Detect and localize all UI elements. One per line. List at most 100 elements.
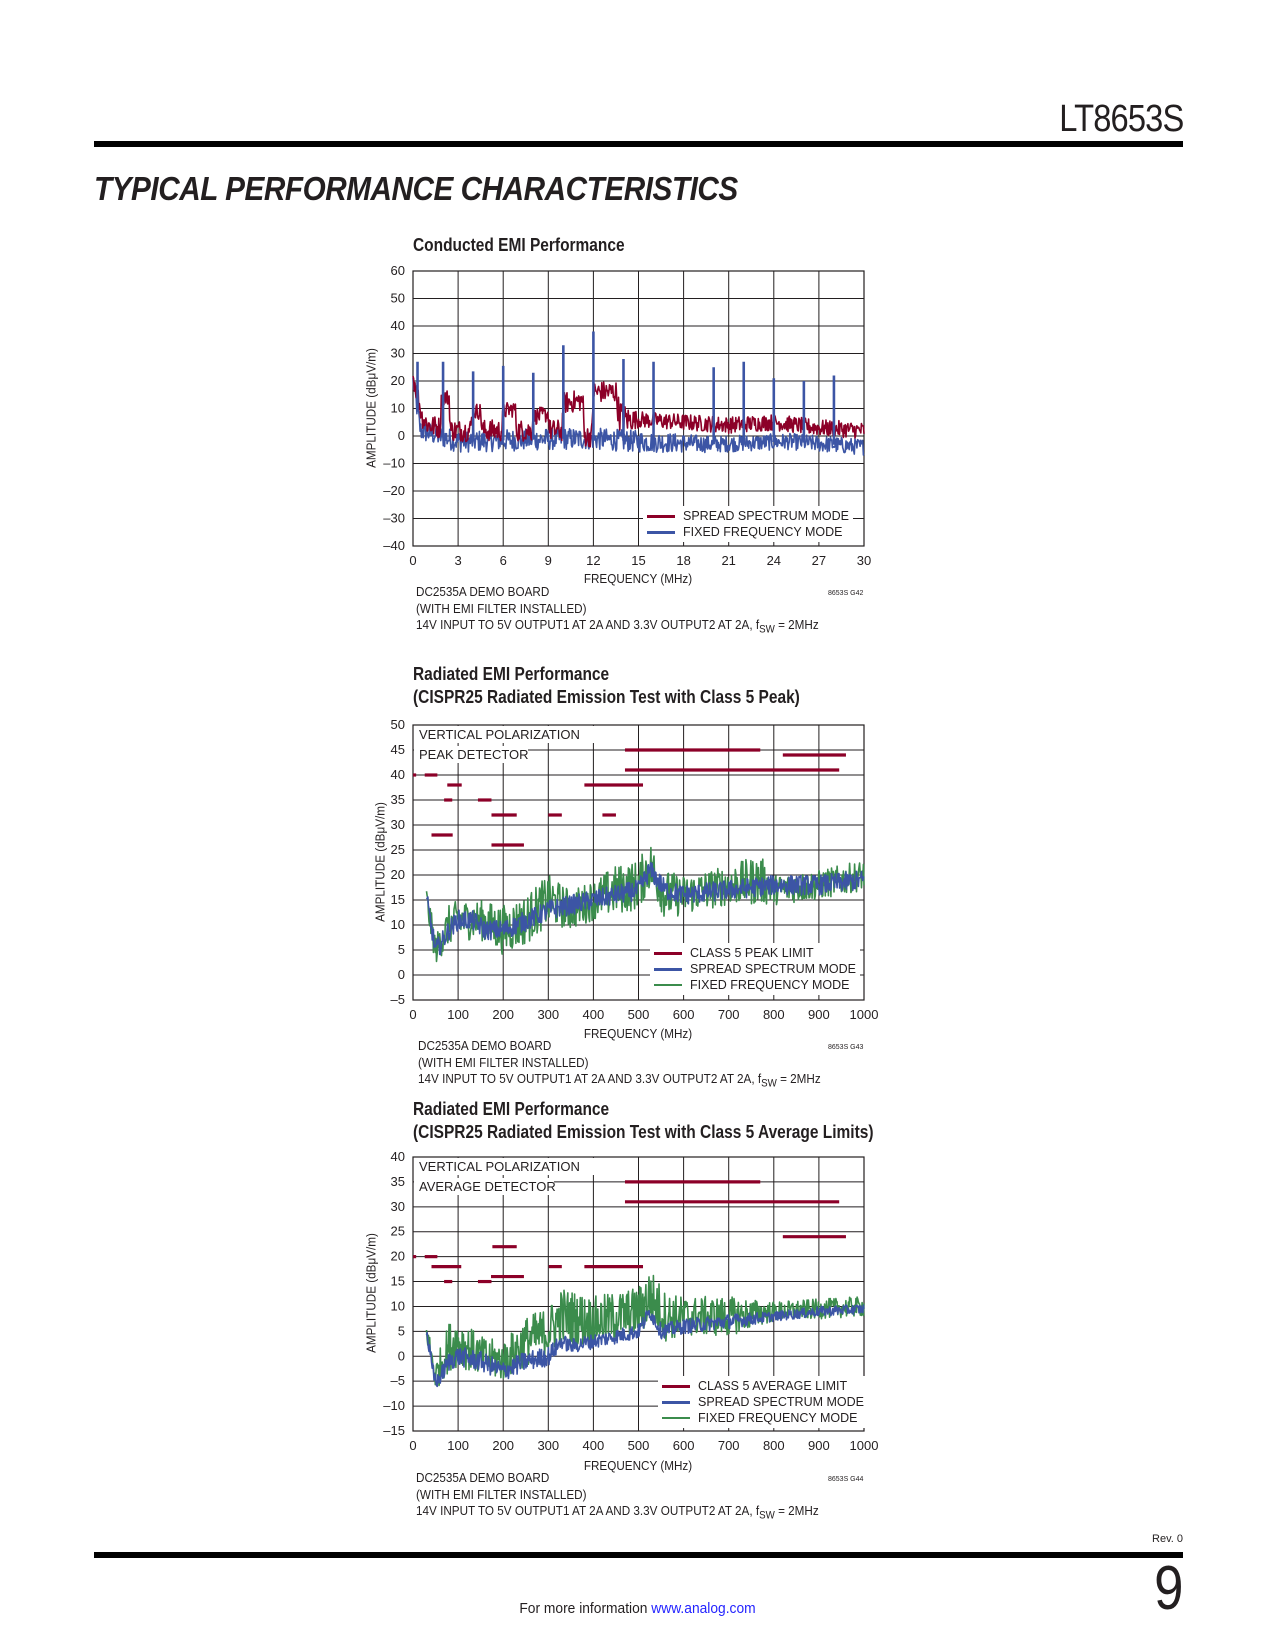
chart-3-subtitle: (CISPR25 Radiated Emission Test with Cla… <box>413 1122 874 1142</box>
y-tick-label: 25 <box>391 1224 405 1239</box>
legend-label: FIXED FREQUENCY MODE <box>698 1411 858 1425</box>
chart-2-subtitle: (CISPR25 Radiated Emission Test with Cla… <box>413 687 800 707</box>
y-tick-label: –10 <box>383 456 405 471</box>
x-tick-label: 1000 <box>850 1007 879 1022</box>
plot-frame <box>412 270 865 547</box>
x-tick-label: 500 <box>628 1007 650 1022</box>
y-tick-label: –40 <box>383 538 405 553</box>
chart-3-annotation: VERTICAL POLARIZATION <box>414 1158 600 1175</box>
y-tick-label: 50 <box>391 291 405 306</box>
x-tick-label: 900 <box>808 1438 830 1453</box>
legend-item: SPREAD SPECTRUM MODE <box>662 1394 864 1410</box>
x-tick-label: 700 <box>718 1007 740 1022</box>
spread-spectrum-modetrace <box>412 375 865 448</box>
legend-swatch <box>662 1384 690 1388</box>
x-tick-label: 400 <box>583 1007 605 1022</box>
revision-label: Rev. 0 <box>1152 1533 1183 1545</box>
x-tick-label: 900 <box>808 1007 830 1022</box>
x-tick-label: 600 <box>673 1007 695 1022</box>
footer-rule <box>94 1552 1183 1558</box>
legend-item: FIXED FREQUENCY MODE <box>654 977 856 993</box>
y-tick-label: 30 <box>391 346 405 361</box>
conditions-text: 14V INPUT TO 5V OUTPUT1 AT 2A AND 3.3V O… <box>416 617 760 632</box>
chart-1-legend: SPREAD SPECTRUM MODE FIXED FREQUENCY MOD… <box>643 506 853 542</box>
legend-label: FIXED FREQUENCY MODE <box>690 978 850 992</box>
x-tick-label: 800 <box>763 1007 785 1022</box>
legend-swatch <box>647 530 675 534</box>
y-tick-label: –5 <box>391 1373 405 1388</box>
x-tick-label: 300 <box>537 1007 559 1022</box>
legend-label: FIXED FREQUENCY MODE <box>683 525 843 539</box>
plot-frame <box>412 1156 865 1432</box>
chart-3-graph-id: 8653S G44 <box>828 1476 864 1483</box>
chart-3-x-axis-label: FREQUENCY (MHz) <box>583 1458 693 1473</box>
chart-2-legend: CLASS 5 PEAK LIMIT SPREAD SPECTRUM MODE … <box>650 943 860 995</box>
x-tick-label: 1000 <box>850 1438 879 1453</box>
chart-1-title: Conducted EMI Performance <box>413 235 625 255</box>
y-tick-label: 40 <box>391 318 405 333</box>
x-tick-label: 100 <box>447 1438 469 1453</box>
chart-2-graph-id: 8653S G43 <box>828 1044 864 1051</box>
analog-website-link[interactable]: www.analog.com <box>651 1600 756 1617</box>
plot-frame <box>412 724 865 1001</box>
y-tick-label: 30 <box>391 817 405 832</box>
x-tick-label: 100 <box>447 1007 469 1022</box>
y-tick-label: 20 <box>391 867 405 882</box>
chart-1-conditions: 14V INPUT TO 5V OUTPUT1 AT 2A AND 3.3V O… <box>416 617 819 636</box>
legend-label: SPREAD SPECTRUM MODE <box>683 509 849 523</box>
x-tick-label: 18 <box>676 553 690 568</box>
series-group <box>412 331 865 456</box>
x-tick-label: 27 <box>812 553 826 568</box>
chart-3-y-axis-label: AMPLITUDE (dBμV/m) <box>363 1233 379 1353</box>
y-tick-label: –5 <box>391 992 405 1007</box>
y-tick-label: 15 <box>391 892 405 907</box>
chart-2-note: (WITH EMI FILTER INSTALLED) <box>418 1055 589 1070</box>
chart-3-note: DC2535A DEMO BOARD <box>416 1470 550 1485</box>
y-tick-label: 15 <box>391 1274 405 1289</box>
y-tick-label: 50 <box>391 717 405 732</box>
y-tick-label: –10 <box>383 1398 405 1413</box>
y-tick-label: 30 <box>391 1199 405 1214</box>
footer-text: For more information <box>519 1600 648 1617</box>
chart-1-plot: 0 3 6 9 12 15 18 21 24 27 30 60 50 40 30 20 10 0 –10 –20 –30… <box>383 263 871 568</box>
page-number: 9 <box>1153 1554 1183 1623</box>
x-tick-label: 30 <box>857 553 871 568</box>
y-tick-label: –15 <box>383 1423 405 1438</box>
chart-3-note: (WITH EMI FILTER INSTALLED) <box>416 1487 587 1502</box>
legend-label: CLASS 5 AVERAGE LIMIT <box>698 1379 848 1393</box>
x-tick-label: 800 <box>763 1438 785 1453</box>
legend-item: CLASS 5 AVERAGE LIMIT <box>662 1378 864 1394</box>
chart-1-x-axis-label: FREQUENCY (MHz) <box>583 571 693 586</box>
legend-item: FIXED FREQUENCY MODE <box>647 524 849 540</box>
fixed-frequency-modetrace <box>425 1274 865 1387</box>
y-tick-label: 25 <box>391 842 405 857</box>
y-tick-label: –30 <box>383 511 405 526</box>
chart-2-y-axis-label: AMPLITUDE (dBμV/m) <box>372 802 388 922</box>
x-tick-label: 0 <box>409 1438 416 1453</box>
x-tick-label: 0 <box>409 1007 416 1022</box>
x-tick-label: 200 <box>492 1438 514 1453</box>
chart-1-note: (WITH EMI FILTER INSTALLED) <box>416 601 587 616</box>
y-tick-label: 40 <box>391 1149 405 1164</box>
x-tick-label: 500 <box>628 1438 650 1453</box>
y-tick-label: 20 <box>391 373 405 388</box>
chart-2-title: Radiated EMI Performance <box>413 664 610 684</box>
conditions-text: = 2MHz <box>774 1503 819 1518</box>
legend-item: SPREAD SPECTRUM MODE <box>647 508 849 524</box>
y-tick-label: 40 <box>391 767 405 782</box>
spread-spectrum-modetrace <box>425 861 865 956</box>
chart-3-legend: CLASS 5 AVERAGE LIMIT SPREAD SPECTRUM MO… <box>658 1376 868 1428</box>
conditions-subscript: SW <box>759 623 775 636</box>
part-number: LT8653S <box>1058 98 1184 140</box>
x-tick-label: 200 <box>492 1007 514 1022</box>
y-tick-label: –20 <box>383 483 405 498</box>
legend-label: CLASS 5 PEAK LIMIT <box>690 946 814 960</box>
y-tick-label: 10 <box>391 401 405 416</box>
conditions-subscript: SW <box>761 1077 777 1090</box>
x-tick-label: 600 <box>673 1438 695 1453</box>
legend-label: SPREAD SPECTRUM MODE <box>698 1395 864 1409</box>
y-tick-label: 20 <box>391 1249 405 1264</box>
series-group <box>425 846 865 963</box>
chart-2-x-axis-label: FREQUENCY (MHz) <box>583 1026 693 1041</box>
